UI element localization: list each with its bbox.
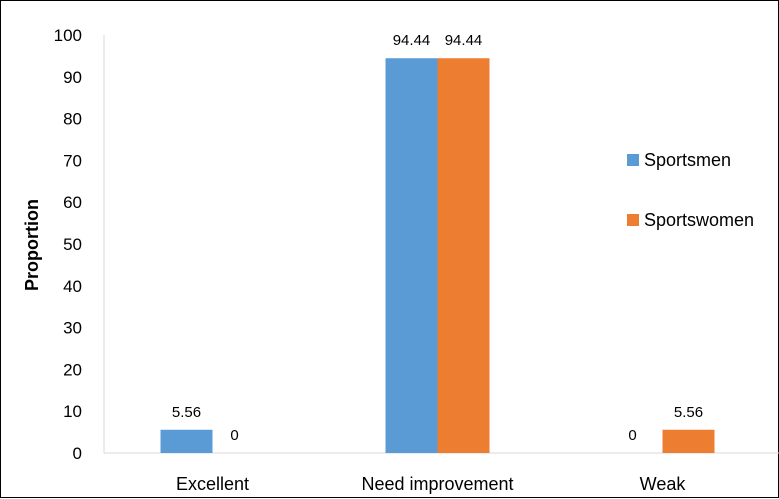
y-tick-label: 90 [63, 68, 82, 87]
bar [662, 429, 715, 453]
legend-swatch [627, 214, 639, 226]
bar [160, 429, 213, 453]
x-tick-label: Excellent [176, 474, 249, 494]
axes: 0 10 20 30 40 50 60 70 80 90 100 Excellent Need impr… [54, 26, 779, 494]
data-label: 94.44 [445, 32, 483, 49]
data-label: 0 [628, 427, 636, 444]
y-tick-label: 60 [63, 193, 82, 212]
y-tick-label: 80 [63, 110, 82, 129]
y-tick-label: 0 [73, 444, 82, 463]
y-axis-title: Proportion [22, 199, 42, 291]
data-label: 94.44 [393, 32, 431, 49]
x-tick-label: Need improvement [361, 474, 513, 494]
data-label: 0 [230, 427, 238, 444]
y-tick-label: 20 [63, 360, 82, 379]
legend-swatch [627, 154, 639, 166]
legend: Sportsmen Sportswomen [627, 150, 754, 230]
y-tick-label: 70 [63, 151, 82, 170]
data-labels: 5.56 0 94.44 94.44 0 5.56 [172, 32, 703, 444]
legend-label: Sportswomen [644, 210, 754, 230]
x-tick-label: Weak [640, 474, 687, 494]
legend-label: Sportsmen [644, 150, 731, 170]
y-tick-label: 40 [63, 277, 82, 296]
bars [160, 58, 715, 454]
bar [437, 58, 490, 454]
data-label: 5.56 [172, 404, 201, 421]
y-tick-label: 50 [63, 235, 82, 254]
y-tick-label: 30 [63, 319, 82, 338]
y-tick-label: 10 [63, 402, 82, 421]
y-tick-label: 100 [54, 26, 82, 45]
bar [385, 58, 438, 454]
data-label: 5.56 [674, 404, 703, 421]
